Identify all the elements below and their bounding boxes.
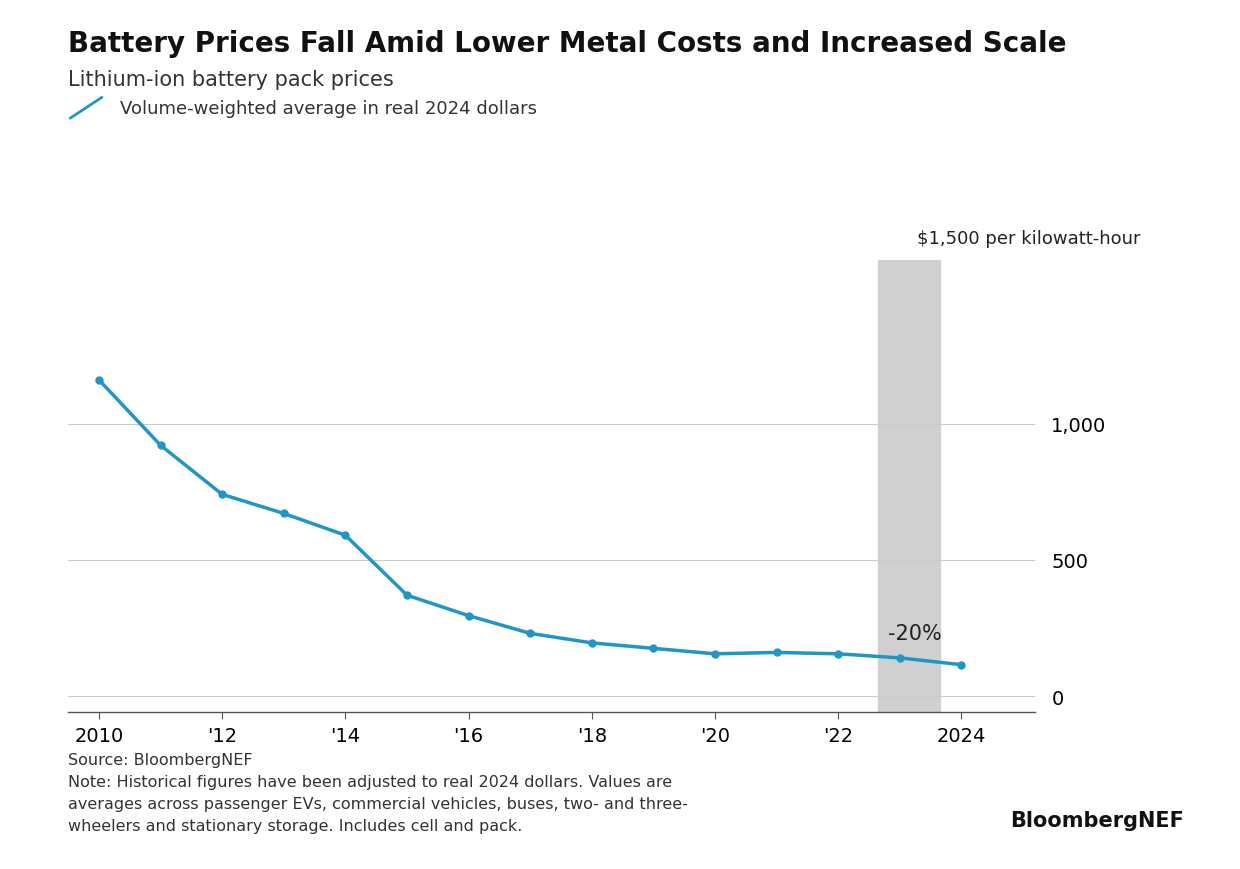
Text: BloombergNEF: BloombergNEF bbox=[1011, 810, 1184, 830]
Text: Source: BloombergNEF
Note: Historical figures have been adjusted to real 2024 do: Source: BloombergNEF Note: Historical fi… bbox=[68, 752, 688, 833]
Text: Battery Prices Fall Amid Lower Metal Costs and Increased Scale: Battery Prices Fall Amid Lower Metal Cos… bbox=[68, 30, 1066, 58]
Bar bbox=[878, 261, 940, 713]
Text: $1,500 per kilowatt-hour: $1,500 per kilowatt-hour bbox=[918, 229, 1141, 248]
Text: Lithium-ion battery pack prices: Lithium-ion battery pack prices bbox=[68, 70, 394, 90]
Text: Volume-weighted average in real 2024 dollars: Volume-weighted average in real 2024 dol… bbox=[120, 100, 537, 117]
Text: -20%: -20% bbox=[888, 623, 941, 643]
